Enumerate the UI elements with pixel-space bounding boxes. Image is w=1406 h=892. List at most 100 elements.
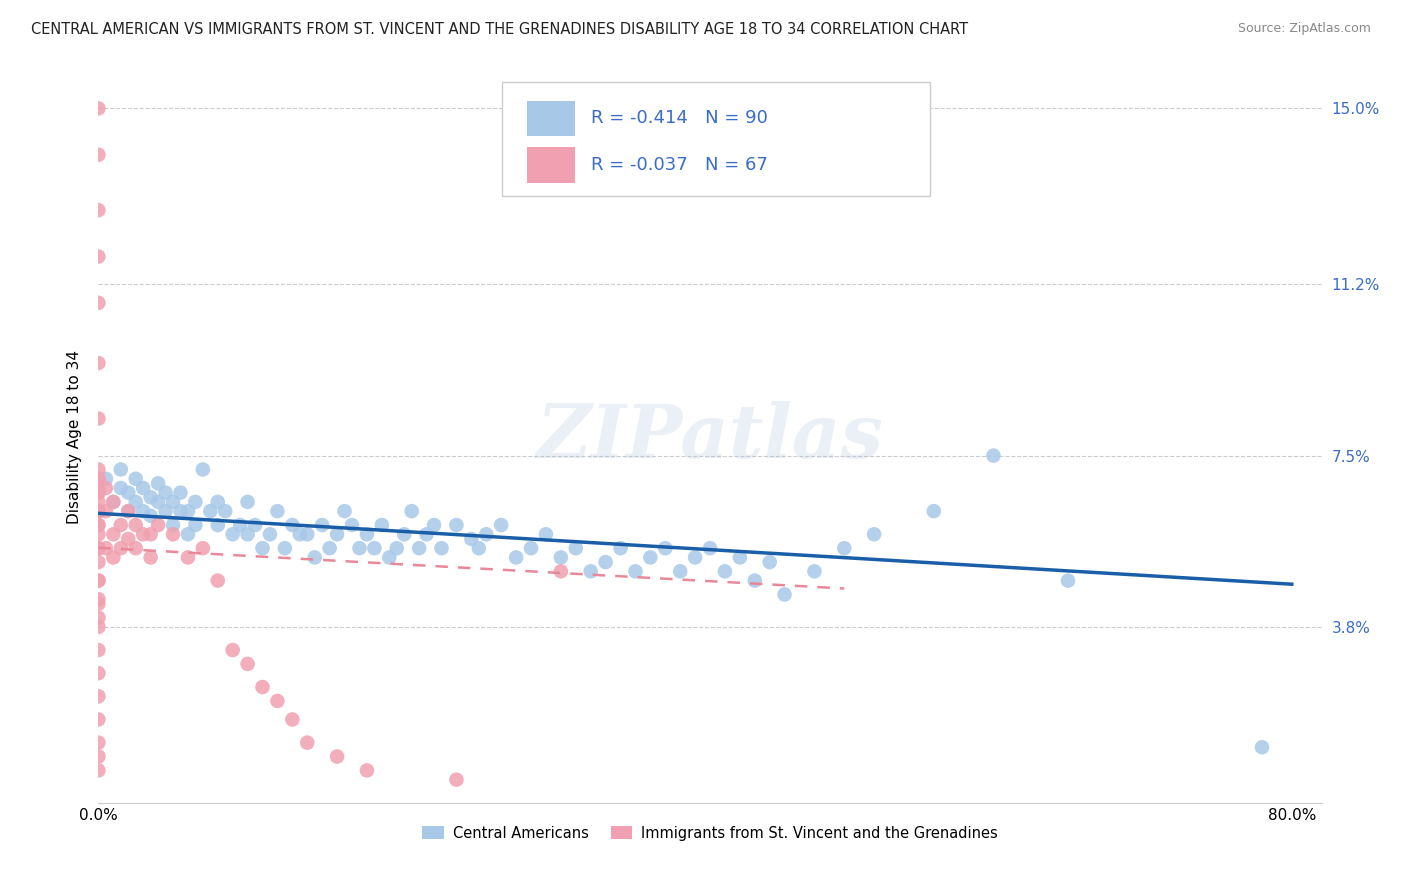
Point <box>87 592 110 607</box>
Point <box>236 657 259 671</box>
Point <box>318 541 340 556</box>
Point <box>803 565 825 579</box>
Point <box>356 764 378 778</box>
Point <box>281 518 304 533</box>
Point <box>87 518 110 533</box>
Point <box>229 518 252 533</box>
Point <box>214 504 236 518</box>
Point <box>87 504 110 518</box>
Point <box>401 504 423 518</box>
Point <box>288 527 311 541</box>
Point <box>252 680 274 694</box>
Point <box>132 527 155 541</box>
Point <box>392 527 416 541</box>
Point <box>326 527 349 541</box>
Point <box>863 527 886 541</box>
Point <box>304 550 326 565</box>
Point <box>184 495 207 509</box>
Point <box>252 541 274 556</box>
Point <box>579 565 602 579</box>
Point <box>87 203 110 218</box>
Point <box>207 574 229 588</box>
Point <box>832 541 855 556</box>
Point <box>550 550 572 565</box>
Point <box>146 518 169 533</box>
FancyBboxPatch shape <box>527 147 575 183</box>
Point <box>110 518 132 533</box>
Point <box>266 504 288 518</box>
Point <box>191 462 214 476</box>
Point <box>103 495 125 509</box>
Point <box>699 541 721 556</box>
Point <box>125 541 148 556</box>
Point <box>103 495 125 509</box>
Point <box>311 518 333 533</box>
Point <box>87 527 110 541</box>
Text: R = -0.037   N = 67: R = -0.037 N = 67 <box>592 156 768 174</box>
Point <box>595 555 617 569</box>
Point <box>221 527 243 541</box>
Point <box>87 485 110 500</box>
Point <box>87 610 110 624</box>
Point <box>333 504 356 518</box>
Point <box>146 476 169 491</box>
Point <box>155 485 177 500</box>
Point <box>87 764 110 778</box>
Point <box>110 481 132 495</box>
Point <box>162 527 184 541</box>
Point <box>87 462 110 476</box>
Point <box>87 620 110 634</box>
Point <box>654 541 676 556</box>
Point <box>169 485 191 500</box>
Point <box>87 472 110 486</box>
Point <box>983 449 1005 463</box>
Point <box>125 472 148 486</box>
Point <box>103 550 125 565</box>
Point <box>139 508 162 523</box>
Point <box>87 485 110 500</box>
Point <box>423 518 446 533</box>
Point <box>236 495 259 509</box>
Point <box>94 504 117 518</box>
Point <box>408 541 430 556</box>
Point <box>139 527 162 541</box>
Point <box>1057 574 1080 588</box>
Point <box>155 504 177 518</box>
Point <box>177 504 200 518</box>
Point <box>103 527 125 541</box>
Point <box>624 565 647 579</box>
Point <box>340 518 363 533</box>
Point <box>87 574 110 588</box>
Point <box>87 495 110 509</box>
Point <box>117 504 139 518</box>
Point <box>297 527 319 541</box>
Point <box>110 541 132 556</box>
Point <box>221 643 243 657</box>
Point <box>162 495 184 509</box>
FancyBboxPatch shape <box>527 101 575 136</box>
Point <box>534 527 557 541</box>
Legend: Central Americans, Immigrants from St. Vincent and the Grenadines: Central Americans, Immigrants from St. V… <box>416 820 1004 847</box>
Point <box>281 713 304 727</box>
Point <box>87 472 110 486</box>
Point <box>669 565 692 579</box>
Point <box>87 481 110 495</box>
Point <box>87 541 110 556</box>
Point <box>87 504 110 518</box>
Point <box>94 472 117 486</box>
Point <box>87 713 110 727</box>
Point <box>460 532 482 546</box>
Point <box>177 527 200 541</box>
Point <box>125 518 148 533</box>
Point <box>162 518 184 533</box>
Point <box>385 541 408 556</box>
Point <box>117 532 139 546</box>
Point <box>87 295 110 310</box>
Point <box>87 690 110 704</box>
Point <box>371 518 394 533</box>
Point <box>505 550 527 565</box>
Point <box>430 541 453 556</box>
Point <box>468 541 491 556</box>
Y-axis label: Disability Age 18 to 34: Disability Age 18 to 34 <box>67 350 83 524</box>
Point <box>132 481 155 495</box>
